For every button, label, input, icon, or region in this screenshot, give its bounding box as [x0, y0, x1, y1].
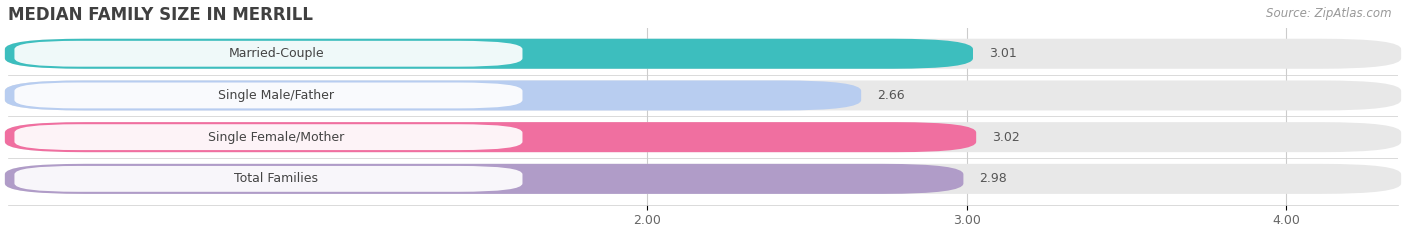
- FancyBboxPatch shape: [14, 124, 523, 150]
- Text: Source: ZipAtlas.com: Source: ZipAtlas.com: [1267, 7, 1392, 20]
- Text: Single Male/Father: Single Male/Father: [218, 89, 335, 102]
- FancyBboxPatch shape: [4, 39, 973, 69]
- Text: 2.98: 2.98: [980, 172, 1007, 185]
- FancyBboxPatch shape: [4, 80, 1402, 110]
- FancyBboxPatch shape: [4, 39, 1402, 69]
- Text: Total Families: Total Families: [235, 172, 318, 185]
- Text: 3.01: 3.01: [988, 47, 1017, 60]
- Text: MEDIAN FAMILY SIZE IN MERRILL: MEDIAN FAMILY SIZE IN MERRILL: [8, 6, 314, 24]
- FancyBboxPatch shape: [4, 164, 963, 194]
- Text: 3.02: 3.02: [993, 131, 1019, 144]
- FancyBboxPatch shape: [4, 80, 860, 110]
- Text: Married-Couple: Married-Couple: [229, 47, 325, 60]
- Text: Single Female/Mother: Single Female/Mother: [208, 131, 344, 144]
- FancyBboxPatch shape: [4, 122, 976, 152]
- FancyBboxPatch shape: [14, 82, 523, 108]
- FancyBboxPatch shape: [14, 166, 523, 192]
- FancyBboxPatch shape: [14, 41, 523, 67]
- FancyBboxPatch shape: [4, 122, 1402, 152]
- FancyBboxPatch shape: [4, 164, 1402, 194]
- Text: 2.66: 2.66: [877, 89, 904, 102]
